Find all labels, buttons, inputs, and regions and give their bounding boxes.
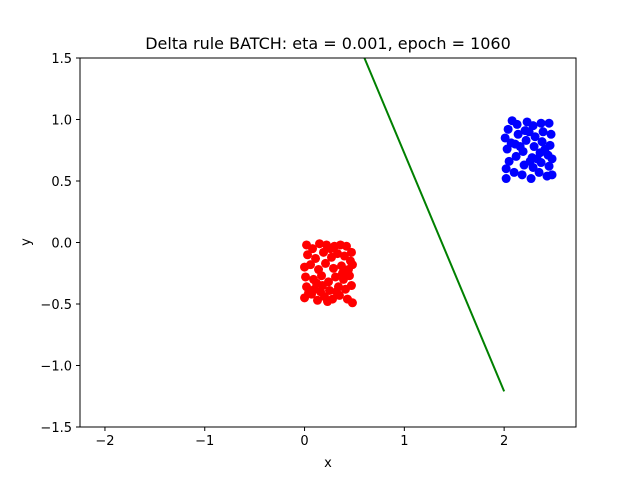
data-point-series-1: [540, 144, 550, 154]
data-point-series-1: [536, 118, 546, 128]
y-axis-label: y: [19, 238, 34, 246]
data-point-series-1: [517, 170, 527, 180]
data-point-series-0: [306, 260, 316, 270]
data-point-series-0: [308, 244, 318, 254]
data-point-series-0: [336, 261, 346, 271]
data-point-series-1: [501, 164, 511, 174]
data-point-series-0: [346, 281, 356, 291]
data-point-series-1: [513, 129, 523, 139]
y-tick-label: 0.0: [51, 237, 72, 252]
chart-title: Delta rule BATCH: eta = 0.001, epoch = 1…: [145, 34, 511, 53]
plot-area: [79, 57, 577, 428]
decision-boundary-line: [363, 57, 506, 392]
data-point-series-1: [530, 132, 540, 142]
data-point-series-1: [538, 127, 548, 137]
data-point-series-1: [529, 142, 539, 152]
x-tick-label: 0: [300, 434, 308, 449]
data-point-series-0: [344, 271, 354, 281]
data-point-series-0: [312, 278, 322, 288]
data-point-series-1: [525, 156, 535, 166]
y-tick-label: 0.5: [51, 175, 72, 190]
data-point-series-0: [347, 298, 357, 308]
data-point-series-0: [347, 260, 357, 270]
data-point-series-1: [547, 154, 557, 164]
y-tick-label: 1.0: [51, 114, 72, 129]
data-point-series-0: [319, 247, 329, 257]
data-point-series-1: [537, 137, 547, 147]
data-point-series-0: [311, 253, 321, 263]
data-point-series-1: [506, 138, 516, 148]
data-point-series-0: [328, 263, 338, 273]
data-point-series-0: [330, 272, 340, 282]
y-tick-label: −0.5: [40, 298, 72, 313]
data-point-series-1: [511, 151, 521, 161]
x-axis-ticks: −2 −1 0 1 2: [95, 427, 508, 449]
data-point-series-0: [316, 287, 326, 297]
data-marks: [300, 57, 557, 392]
data-point-series-0: [346, 247, 356, 257]
data-point-series-0: [317, 271, 327, 281]
data-point-series-0: [324, 285, 334, 295]
x-tick-label: −1: [195, 434, 214, 449]
y-tick-label: 1.5: [51, 52, 72, 67]
data-point-series-1: [546, 129, 556, 139]
data-point-series-1: [509, 167, 519, 177]
data-point-series-1: [534, 167, 544, 177]
data-point-series-1: [504, 156, 514, 166]
data-point-series-0: [315, 239, 325, 249]
data-point-series-1: [512, 119, 522, 129]
data-point-series-1: [515, 142, 525, 152]
data-point-series-1: [547, 170, 557, 180]
y-tick-label: −1.0: [40, 360, 72, 375]
x-tick-label: −2: [95, 434, 114, 449]
x-axis-label: x: [324, 456, 332, 471]
data-point-series-1: [524, 127, 534, 137]
data-point-series-0: [321, 258, 331, 268]
data-point-series-1: [500, 133, 510, 143]
data-point-series-0: [332, 249, 342, 259]
data-point-series-0: [304, 288, 314, 298]
x-tick-label: 2: [500, 434, 508, 449]
x-tick-label: 1: [400, 434, 408, 449]
data-point-series-1: [544, 161, 554, 171]
data-point-series-1: [526, 174, 536, 184]
y-tick-label: −1.5: [40, 421, 72, 436]
y-axis-ticks: −1.5 −1.0 −0.5 0.0 0.5 1.0 1.5: [40, 52, 80, 436]
data-point-series-0: [313, 295, 323, 305]
data-point-series-0: [303, 250, 313, 260]
data-point-series-0: [325, 244, 335, 254]
data-point-series-1: [503, 124, 513, 134]
data-point-series-0: [337, 268, 347, 278]
data-point-series-1: [521, 135, 531, 145]
data-point-series-0: [339, 251, 349, 261]
data-point-series-0: [323, 297, 333, 307]
data-point-series-1: [532, 154, 542, 164]
data-point-series-0: [301, 272, 311, 282]
data-point-series-0: [341, 241, 351, 251]
data-point-series-1: [501, 174, 511, 184]
data-point-series-1: [544, 118, 554, 128]
data-point-series-0: [331, 287, 341, 297]
